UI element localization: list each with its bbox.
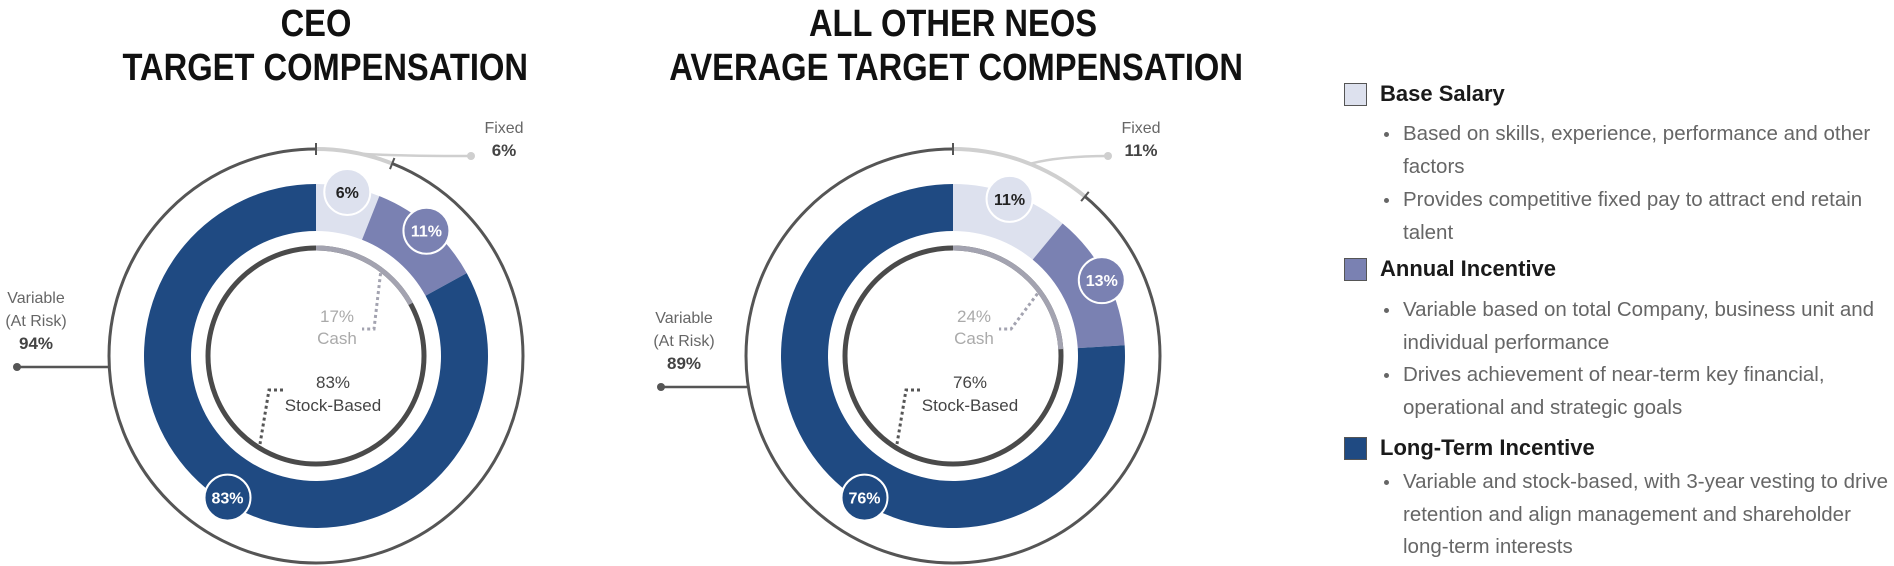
- legend-item-long-term-incentive: Long-Term Incentive: [1344, 435, 1595, 461]
- cash-value: 24%: [957, 307, 991, 326]
- legend-bullet: Provides competitive fixed pay to attrac…: [1384, 184, 1894, 249]
- legend-item-base-salary: Base Salary: [1344, 81, 1505, 107]
- bullet-icon: [1384, 373, 1389, 378]
- variable-leader-dot: [657, 383, 665, 391]
- stock-leader-line: [258, 388, 283, 445]
- stock-label: Stock-Based: [285, 396, 381, 415]
- badge-long-term-incentive: [840, 473, 889, 522]
- bullet-text: Based on skills, experience, performance…: [1403, 122, 1871, 178]
- cash-label: Cash: [954, 329, 994, 348]
- fixed-value: 6%: [492, 141, 517, 160]
- badge-label-base-salary: 11%: [994, 192, 1025, 209]
- variable-label-line-2: (At Risk): [5, 313, 66, 330]
- legend-label: Annual Incentive: [1380, 256, 1557, 281]
- badge-annual-incentive: [1077, 256, 1126, 305]
- bullet-text: Variable based on total Company, busines…: [1403, 298, 1875, 354]
- badge-label-annual-incentive: 13%: [1086, 273, 1118, 290]
- fixed-leader-dot: [1104, 152, 1112, 160]
- ring-tick: [1080, 191, 1090, 202]
- legend-label: Long-Term Incentive: [1380, 435, 1595, 460]
- bullet-text: Provides competitive fixed pay to attrac…: [1403, 188, 1863, 244]
- neos-title-line-2: AVERAGE TARGET COMPENSATION: [669, 47, 1243, 89]
- legend-bullet: Variable based on total Company, busines…: [1384, 294, 1894, 359]
- legend-bullet: Variable and stock-based, with 3-year ve…: [1384, 466, 1894, 564]
- cash-inner-arc: [315, 245, 413, 306]
- fixed-leader-line: [1029, 154, 1109, 165]
- legend-bullet: Drives achievement of near-term key fina…: [1384, 359, 1894, 424]
- cash-value: 17%: [320, 307, 354, 326]
- legend-item-annual-incentive: Annual Incentive: [1344, 256, 1556, 282]
- ceo-title-line-2: TARGET COMPENSATION: [122, 47, 528, 89]
- fixed-outer-arc: [952, 147, 1087, 199]
- legend-label: Base Salary: [1380, 81, 1505, 106]
- badge-label-base-salary: 6%: [336, 185, 359, 202]
- neos-chart-title: ALL OTHER NEOS AVERAGE TARGET COMPENSATI…: [669, 2, 1243, 90]
- badge-label-long-term-incentive: 83%: [211, 491, 243, 508]
- badge-base-salary: [323, 167, 372, 216]
- badge-annual-incentive: [402, 206, 451, 255]
- bullet-text: Variable and stock-based, with 3-year ve…: [1403, 470, 1889, 558]
- bullet-icon: [1384, 132, 1389, 137]
- variable-label-line-1: Variable: [655, 310, 713, 327]
- stock-value: 83%: [316, 373, 350, 392]
- bullet-icon: [1384, 198, 1389, 203]
- variable-value: 89%: [667, 354, 701, 373]
- ceo-chart-title: CEO TARGET COMPENSATION: [122, 2, 528, 90]
- legend-swatch-long-term-incentive: [1344, 436, 1367, 460]
- stock-value: 76%: [953, 373, 987, 392]
- legend-swatch-base-salary: [1344, 82, 1367, 106]
- ceo-donut-chart: [13, 143, 525, 565]
- ceo-title-line-1: CEO: [280, 3, 352, 45]
- badge-long-term-incentive: [203, 473, 252, 522]
- stock-leader-line: [895, 388, 920, 445]
- badge-label-annual-incentive: 11%: [411, 224, 442, 241]
- badge-label-long-term-incentive: 76%: [848, 491, 880, 508]
- bullet-icon: [1384, 480, 1389, 485]
- variable-label-line-1: Variable: [7, 290, 65, 307]
- variable-leader-dot: [13, 363, 21, 371]
- fixed-leader-dot: [467, 152, 475, 160]
- neos-title-line-1: ALL OTHER NEOS: [808, 3, 1098, 45]
- ring-tick: [389, 157, 396, 170]
- fixed-label: Fixed: [1121, 120, 1160, 137]
- neos-donut-chart: [657, 143, 1162, 565]
- bullet-text: Drives achievement of near-term key fina…: [1403, 363, 1825, 419]
- cash-leader-line: [362, 273, 383, 331]
- badge-base-salary: [985, 174, 1034, 223]
- variable-label-line-2: (At Risk): [653, 333, 714, 350]
- variable-value: 94%: [19, 334, 53, 353]
- fixed-value: 11%: [1124, 141, 1157, 160]
- stock-label: Stock-Based: [922, 396, 1018, 415]
- fixed-outer-arc: [315, 147, 393, 166]
- fixed-leader-line: [358, 152, 472, 158]
- cash-inner-arc: [952, 245, 1064, 350]
- cash-label: Cash: [317, 329, 357, 348]
- cash-leader-line: [999, 292, 1039, 331]
- legend-bullet: Based on skills, experience, performance…: [1384, 118, 1894, 183]
- legend-swatch-annual-incentive: [1344, 257, 1367, 281]
- fixed-label: Fixed: [484, 120, 523, 137]
- bullet-icon: [1384, 308, 1389, 313]
